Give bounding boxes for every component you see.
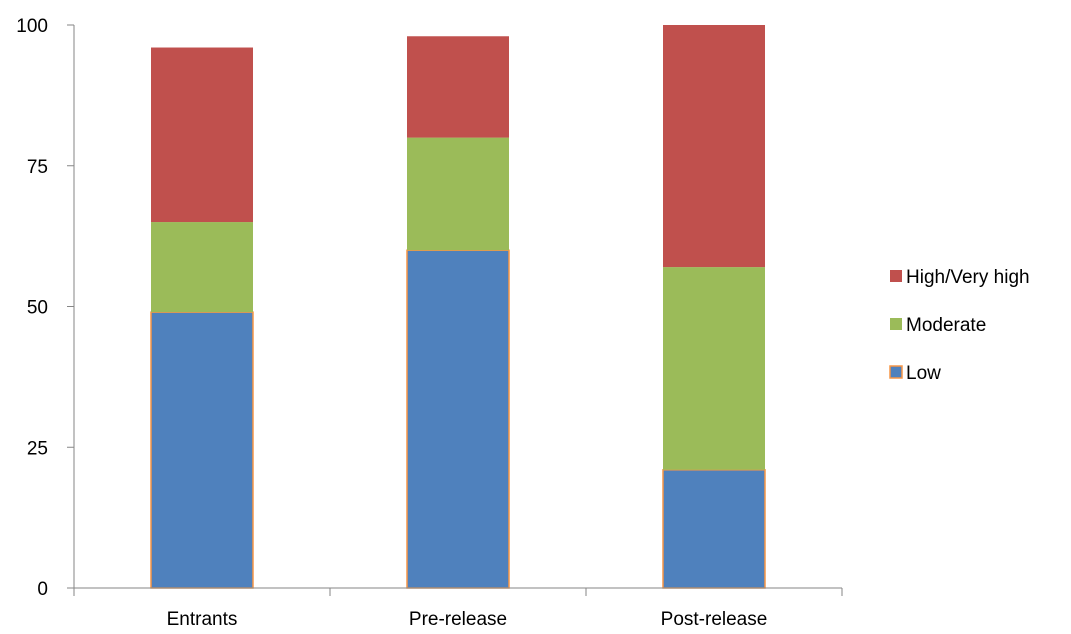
legend-swatch bbox=[890, 318, 902, 330]
legend-swatch bbox=[889, 365, 903, 379]
bar-low-post-release bbox=[662, 469, 766, 589]
legend-swatch bbox=[890, 270, 902, 282]
legend-label: Low bbox=[906, 363, 941, 384]
legend-label: High/Very high bbox=[906, 267, 1030, 288]
y-tick-label: 25 bbox=[27, 438, 48, 459]
bar-high-very-high-post-release bbox=[663, 25, 765, 268]
legend: High/Very high Moderate Low bbox=[889, 267, 1030, 384]
bar-low-entrants bbox=[150, 311, 254, 589]
bars-layer bbox=[150, 25, 766, 589]
bar-moderate-post-release bbox=[663, 267, 765, 470]
y-tick-label: 50 bbox=[27, 298, 48, 319]
bar-low-pre-release bbox=[406, 249, 510, 589]
bar-high-very-high-pre-release bbox=[407, 36, 509, 138]
bar-high-very-high-entrants bbox=[151, 47, 253, 223]
legend-label: Moderate bbox=[906, 315, 986, 336]
x-tick-label: Post-release bbox=[661, 609, 768, 630]
bar-moderate-pre-release bbox=[407, 137, 509, 251]
x-tick-label: Entrants bbox=[167, 609, 238, 630]
y-tick-label: 100 bbox=[16, 16, 48, 37]
x-tick-label: Pre-release bbox=[409, 609, 507, 630]
axes-layer: 0 25 50 75 100 Entrants Pre-release Post-releas… bbox=[16, 16, 843, 630]
bar-moderate-entrants bbox=[151, 222, 253, 313]
y-tick-label: 75 bbox=[27, 157, 48, 178]
y-tick-label: 0 bbox=[37, 579, 48, 600]
